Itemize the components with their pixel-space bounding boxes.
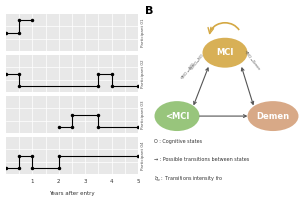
Text: $q_{\rm sMCI\to MCI}$: $q_{\rm sMCI\to MCI}$	[188, 51, 207, 73]
Text: $\hat{q}_v$ : Transitions intensity fro: $\hat{q}_v$ : Transitions intensity fro	[154, 174, 224, 184]
Text: Participant 01: Participant 01	[141, 18, 145, 47]
FancyBboxPatch shape	[6, 137, 138, 174]
Text: O : Cognitive states: O : Cognitive states	[154, 139, 202, 144]
Text: $q_{\rm MCI\to sMCI}$: $q_{\rm MCI\to sMCI}$	[179, 60, 198, 82]
Ellipse shape	[154, 101, 200, 131]
Text: Years after entry: Years after entry	[49, 191, 95, 196]
Text: → : Possible transitions between states: → : Possible transitions between states	[154, 157, 250, 162]
Text: Participant 02: Participant 02	[141, 59, 145, 88]
Ellipse shape	[248, 101, 298, 131]
FancyBboxPatch shape	[6, 14, 138, 51]
Text: Demen: Demen	[256, 112, 290, 121]
Text: MCI: MCI	[216, 48, 234, 57]
FancyBboxPatch shape	[6, 96, 138, 133]
Text: <MCI: <MCI	[165, 112, 189, 121]
Text: $q_{\rm MCI\to Demen}$: $q_{\rm MCI\to Demen}$	[241, 48, 262, 73]
FancyBboxPatch shape	[6, 55, 138, 92]
Text: 1: 1	[31, 179, 34, 184]
Text: 4: 4	[110, 179, 113, 184]
Ellipse shape	[202, 38, 247, 68]
Text: 3: 3	[83, 179, 87, 184]
Text: 2: 2	[57, 179, 61, 184]
Text: B: B	[146, 6, 154, 16]
Text: 5: 5	[136, 179, 140, 184]
Text: Participant 04: Participant 04	[141, 141, 145, 170]
Text: Participant 03: Participant 03	[141, 100, 145, 129]
